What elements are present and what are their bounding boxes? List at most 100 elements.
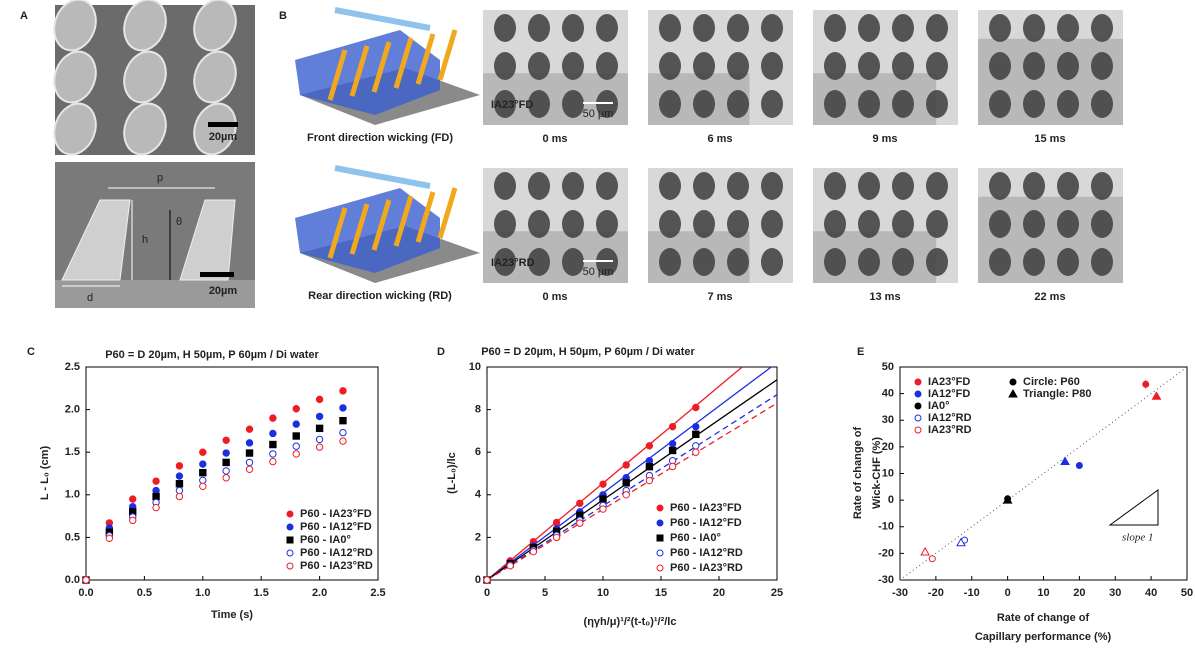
x-axis-label: Capillary performance (%) (975, 631, 1112, 643)
legend-label: IA0° (928, 400, 950, 412)
time-label: 0 ms (542, 133, 567, 145)
point (1151, 391, 1162, 400)
schematic-post (349, 203, 370, 255)
sample-label: IA23°FD (491, 99, 533, 111)
legend-label: P60 - IA0° (300, 534, 351, 546)
point (529, 547, 538, 556)
x-tick-label: 0.5 (137, 587, 152, 599)
x-tick-label: 10 (1037, 587, 1049, 599)
y-tick-label: 0.5 (65, 531, 80, 543)
sem-post (179, 199, 236, 281)
point (152, 486, 160, 495)
frame-pillar (1023, 52, 1045, 80)
point (315, 424, 324, 433)
x-tick-label: 20 (713, 587, 725, 599)
frame-pillar (989, 90, 1011, 118)
time-label: 7 ms (707, 291, 732, 303)
frame-pillar (892, 14, 914, 42)
scale-label: 50 µm (583, 266, 614, 278)
fit-line (486, 366, 743, 581)
point (1060, 456, 1070, 466)
scale-label: 20µm (209, 131, 238, 143)
frame-pillar (1057, 90, 1079, 118)
point (645, 442, 654, 450)
x-tick-label: 0.0 (78, 587, 93, 599)
dim-label: d (87, 292, 93, 304)
frame-pillar (494, 210, 516, 238)
sample-label: IA23°RD (491, 257, 535, 269)
point (622, 461, 630, 469)
frame-pillar (858, 90, 880, 118)
y-axis-label: L - L₀ (cm) (39, 446, 51, 501)
point (645, 457, 654, 465)
frame-pillar (824, 248, 846, 276)
point (576, 499, 584, 508)
x-tick-label: 30 (1109, 587, 1121, 599)
time-label: 13 ms (869, 291, 900, 303)
frame-pillar (727, 172, 749, 200)
sem-base (55, 280, 255, 308)
panel-label: E (857, 346, 864, 358)
frame-pillar (693, 52, 715, 80)
legend-label: P60 - IA12°FD (300, 521, 372, 533)
scale-label: 50 µm (583, 108, 614, 120)
schematic-caption: Front direction wicking (FD) (307, 132, 453, 144)
plot-frame (486, 366, 778, 581)
point (552, 533, 561, 542)
point (668, 446, 677, 455)
frame-pillar (528, 90, 550, 118)
frame-pillar (528, 14, 550, 42)
y-tick-label: 10 (882, 467, 894, 479)
point (269, 414, 277, 422)
frame-pillar (858, 14, 880, 42)
fit-line (486, 394, 778, 581)
point (292, 432, 300, 440)
frame-pillar (926, 210, 948, 238)
point (339, 416, 347, 425)
point (339, 428, 347, 437)
frame-pillar (926, 14, 948, 42)
frame-pillar (1057, 52, 1079, 80)
frame-pillar (659, 210, 681, 238)
schematic-post (327, 49, 348, 101)
frame-pillar (494, 90, 516, 118)
dim-label: h (142, 234, 148, 246)
subtitle: P60 = D 20µm, H 50µm, P 60µm / Di water (481, 346, 695, 358)
schematic-post (349, 45, 370, 97)
y-tick-label: -30 (878, 574, 894, 586)
x-axis-label: (ηγh/μ)¹/²(t-t₀)¹/²/lc (584, 616, 677, 628)
frame-pillar (1023, 90, 1045, 118)
y-tick-label: 8 (475, 404, 481, 416)
legend-label: IA23°RD (928, 424, 972, 436)
frame-pillar (989, 248, 1011, 276)
point (1142, 380, 1150, 388)
point (315, 443, 324, 451)
y-tick-label: 1.0 (65, 489, 80, 501)
frame-pillar (761, 210, 783, 238)
point (175, 472, 184, 480)
legend-marker (286, 549, 294, 557)
legend-marker (286, 562, 294, 570)
x-tick-label: 20 (1073, 587, 1085, 599)
y-tick-label: 6 (475, 446, 481, 458)
frame-pillar (1057, 248, 1079, 276)
x-tick-label: 1.5 (254, 587, 269, 599)
schematic-post (415, 191, 436, 243)
dim-label: θ (176, 216, 182, 228)
point (315, 395, 324, 404)
legend-marker (656, 504, 664, 512)
point (175, 486, 184, 495)
slope-triangle (1108, 489, 1159, 526)
time-label: 9 ms (872, 133, 897, 145)
frame-pillar (892, 248, 914, 276)
legend-marker (286, 523, 294, 531)
x-axis-label: Time (s) (211, 609, 253, 621)
schematic-post (415, 33, 436, 85)
point (292, 405, 300, 413)
panel-label: C (27, 346, 35, 358)
legend-marker (656, 534, 664, 542)
point (175, 462, 184, 470)
frame-pillar (926, 52, 948, 80)
frame-pillar (596, 14, 618, 42)
point (692, 403, 700, 412)
